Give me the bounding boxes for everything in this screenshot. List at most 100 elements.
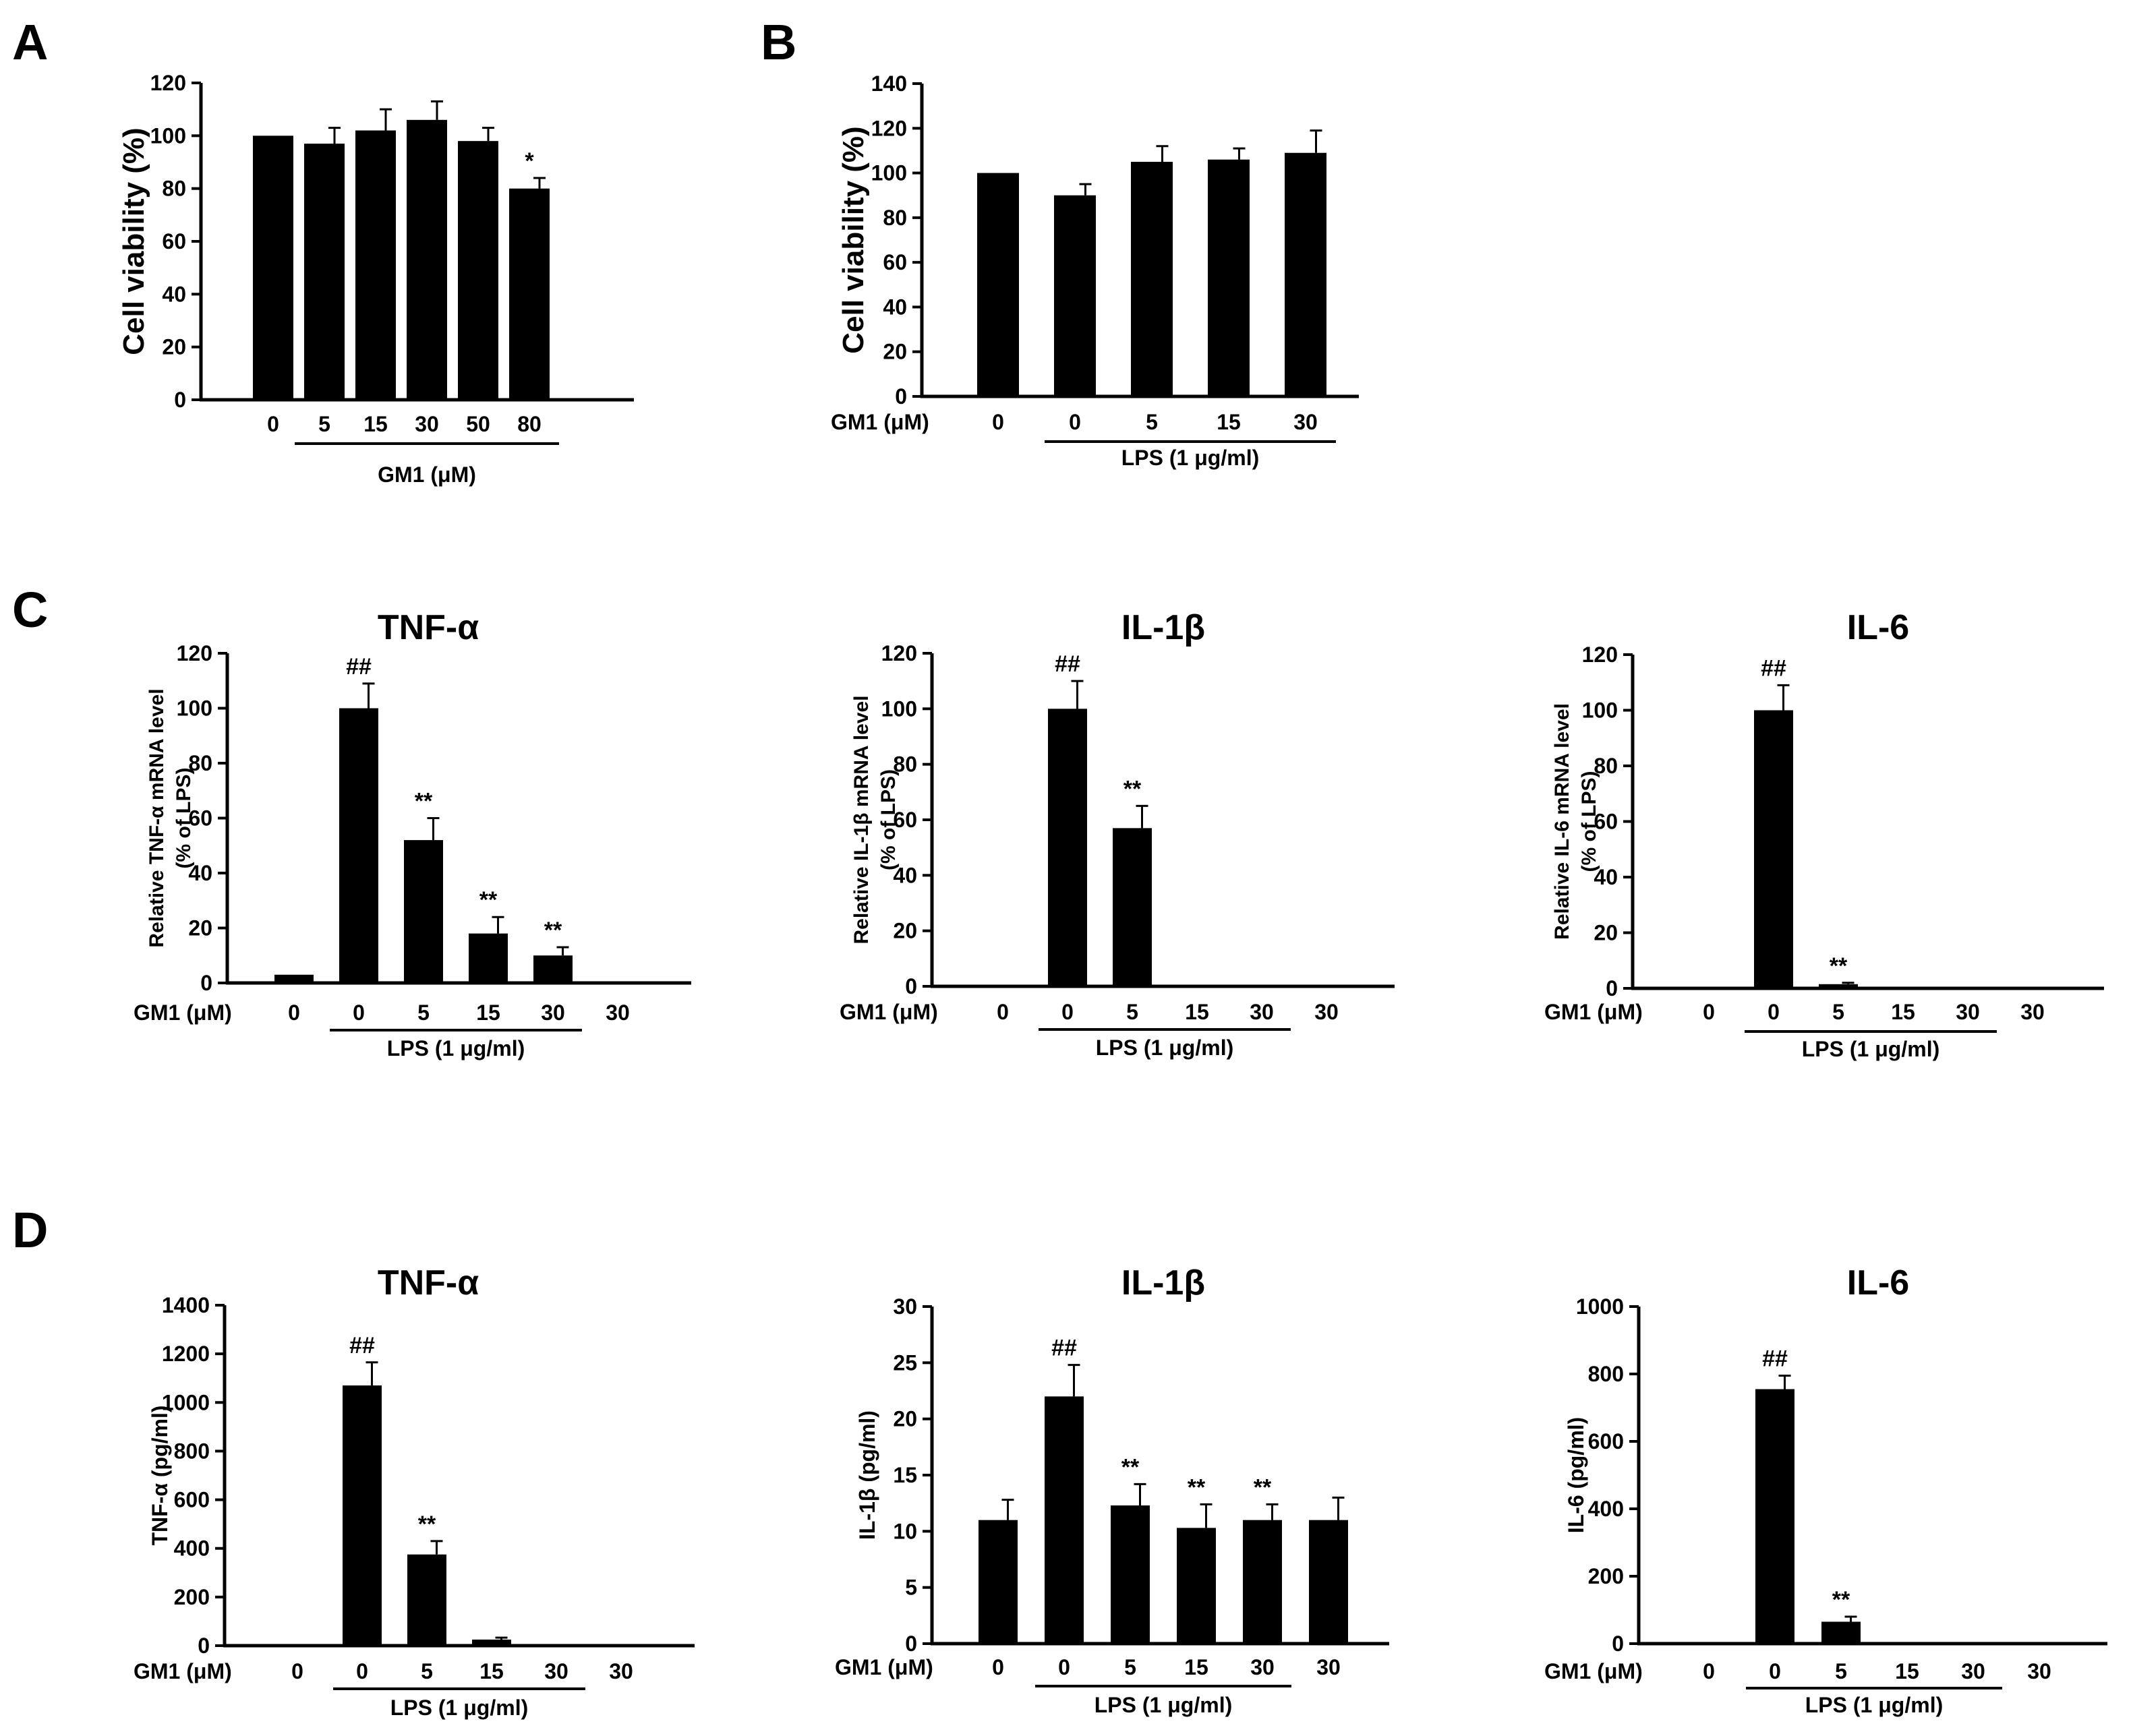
y-axis-label-line: (% of LPS) bbox=[173, 768, 195, 869]
y-tick-label: 200 bbox=[1588, 1564, 1624, 1588]
bar bbox=[1048, 709, 1087, 986]
significance-mark: ** bbox=[1123, 776, 1142, 802]
y-tick-label: 0 bbox=[1606, 976, 1618, 1000]
x-tick-label: 5 bbox=[318, 412, 330, 436]
y-tick-label: 400 bbox=[174, 1536, 210, 1561]
x-prefix-label: GM1 (μM) bbox=[835, 1655, 933, 1679]
x-tick-label: 30 bbox=[1314, 1000, 1339, 1024]
y-tick-label: 60 bbox=[1594, 810, 1618, 834]
chart-c2: 0 20 40 60 80 100 120 Relative IL-1β mRNA level… bbox=[840, 608, 1395, 1060]
y-tick-label: 0 bbox=[198, 1634, 210, 1658]
y-tick-label: 120 bbox=[150, 71, 186, 95]
significance-mark: ** bbox=[1832, 1587, 1850, 1613]
x-tick-label: 5 bbox=[417, 1000, 430, 1025]
bar bbox=[1754, 710, 1793, 988]
bar bbox=[1243, 1520, 1282, 1644]
y-tick-label: 80 bbox=[893, 752, 917, 777]
y-tick-label: 120 bbox=[871, 116, 907, 140]
bar bbox=[1819, 984, 1858, 988]
y-tick-label: 20 bbox=[188, 916, 212, 940]
bar bbox=[1208, 159, 1250, 396]
x-prefix-label: GM1 (μM) bbox=[1544, 1659, 1643, 1683]
y-tick-label: 400 bbox=[1588, 1497, 1624, 1521]
y-tick-label: 600 bbox=[174, 1488, 210, 1512]
bar bbox=[1054, 195, 1096, 396]
significance-mark: ** bbox=[1254, 1474, 1272, 1500]
chart-title: IL-1β bbox=[1121, 1263, 1205, 1303]
bar bbox=[1113, 828, 1152, 986]
y-tick-label: 40 bbox=[883, 295, 907, 319]
x-tick-label: 0 bbox=[992, 1655, 1004, 1679]
significance-mark: ## bbox=[346, 654, 372, 680]
y-tick-label: 40 bbox=[188, 861, 212, 885]
x-tick-label: 0 bbox=[1069, 410, 1081, 434]
bar bbox=[979, 1520, 1018, 1644]
y-tick-label: 800 bbox=[1588, 1362, 1624, 1386]
y-tick-label: 140 bbox=[871, 71, 907, 96]
y-tick-label: 20 bbox=[893, 1407, 917, 1431]
bar bbox=[407, 1554, 446, 1646]
y-tick-label: 600 bbox=[1588, 1429, 1624, 1454]
y-tick-label: 0 bbox=[200, 971, 212, 995]
significance-mark: ## bbox=[1761, 655, 1786, 681]
y-tick-label: 1200 bbox=[162, 1342, 210, 1366]
bar bbox=[1821, 1621, 1861, 1644]
chart-title: TNF-α bbox=[378, 608, 479, 647]
y-tick-label: 800 bbox=[174, 1439, 210, 1463]
x-tick-label: 0 bbox=[1061, 1000, 1074, 1024]
significance-mark: ** bbox=[479, 887, 498, 913]
x-prefix-label: GM1 (μM) bbox=[1544, 1000, 1643, 1024]
y-tick-label: 120 bbox=[177, 641, 212, 665]
y-tick-label: 40 bbox=[893, 863, 917, 887]
y-tick-label: 15 bbox=[893, 1463, 917, 1487]
x-tick-label: 30 bbox=[609, 1659, 633, 1683]
y-tick-label: 0 bbox=[174, 388, 186, 412]
significance-mark: ## bbox=[1055, 651, 1080, 677]
chart-b: 0 20 40 60 80 100 120 140 Cell viability (%) 0 0 5 1… bbox=[831, 71, 1359, 470]
x-tick-label: 30 bbox=[1956, 1000, 1980, 1024]
y-tick-label: 20 bbox=[1594, 921, 1618, 945]
y-axis-label: IL-1β (pg/ml) bbox=[855, 1410, 879, 1540]
x-tick-label: 0 bbox=[997, 1000, 1009, 1024]
bar bbox=[1285, 152, 1326, 396]
panel-letter-a: A bbox=[12, 14, 48, 70]
y-tick-label: 5 bbox=[905, 1576, 917, 1600]
bar bbox=[274, 974, 314, 983]
group-label: LPS (1 μg/ml) bbox=[1805, 1693, 1943, 1717]
bar bbox=[977, 173, 1019, 396]
bar bbox=[1309, 1520, 1348, 1644]
y-tick-label: 120 bbox=[1582, 642, 1618, 667]
bar bbox=[339, 708, 378, 983]
y-tick-label: 60 bbox=[883, 250, 907, 274]
bar bbox=[404, 840, 443, 983]
x-tick-label: 15 bbox=[1184, 1655, 1208, 1679]
x-tick-label: 30 bbox=[2020, 1000, 2045, 1024]
significance-mark: ** bbox=[544, 918, 562, 943]
y-tick-label: 80 bbox=[883, 206, 907, 230]
y-tick-label: 1000 bbox=[162, 1390, 210, 1414]
y-tick-label: 20 bbox=[883, 340, 907, 364]
chart-a: 0 20 40 60 80 100 120 Cell viability (%) 0 5 15 30 5… bbox=[117, 71, 634, 487]
chart-d3: 0 200 400 600 800 1000 IL-6 (pg/ml) IL-6 0 ## 0 ** 5… bbox=[1544, 1263, 2107, 1717]
y-tick-label: 20 bbox=[162, 335, 186, 359]
chart-title: IL-1β bbox=[1121, 608, 1205, 647]
y-tick-label: 30 bbox=[893, 1294, 917, 1319]
x-tick-label: 15 bbox=[363, 412, 388, 436]
x-tick-label: 0 bbox=[1058, 1655, 1070, 1679]
bar bbox=[355, 130, 396, 400]
y-axis-label-line: Relative TNF-α mRNA level bbox=[146, 688, 168, 947]
group-label: LPS (1 μg/ml) bbox=[1094, 1693, 1232, 1717]
x-tick-label: 30 bbox=[544, 1659, 568, 1683]
x-prefix-label: GM1 (μM) bbox=[134, 1000, 232, 1025]
x-tick-label: 30 bbox=[1250, 1655, 1275, 1679]
panel-letter-d: D bbox=[12, 1202, 48, 1258]
y-tick-label: 40 bbox=[1594, 865, 1618, 889]
y-tick-label: 0 bbox=[895, 384, 907, 409]
bar bbox=[343, 1385, 382, 1646]
significance-mark: ** bbox=[415, 789, 433, 814]
x-tick-label: 15 bbox=[476, 1000, 500, 1025]
panel-letter-c: C bbox=[12, 582, 48, 638]
x-tick-label: 0 bbox=[267, 412, 279, 436]
y-tick-label: 40 bbox=[162, 282, 186, 306]
